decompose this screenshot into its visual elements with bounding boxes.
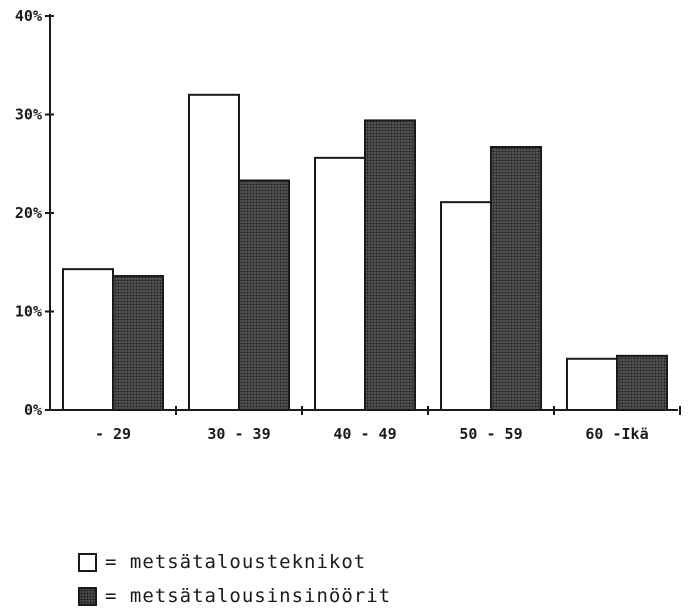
legend-swatch-white	[78, 552, 97, 572]
bar-teknikot	[314, 156, 366, 411]
legend-label-insinoorit: = metsätalousinsinöörit	[105, 585, 392, 607]
bar-teknikot	[440, 201, 492, 411]
x-tick-label: 30 - 39	[207, 425, 270, 443]
legend-label-teknikot: = metsätalousteknikot	[105, 551, 367, 573]
bar-teknikot	[62, 268, 114, 411]
x-tick-label: 50 - 59	[459, 425, 522, 443]
y-tick-label: 30%	[15, 106, 42, 124]
y-tick-label: 10%	[15, 303, 42, 321]
x-tick-label: 40 - 49	[333, 425, 396, 443]
bar-teknikot	[566, 357, 618, 411]
y-tick-label: 40%	[15, 7, 42, 25]
y-tick-label: 20%	[15, 204, 42, 222]
bar-insinoorit	[238, 179, 290, 411]
legend-item-teknikot: = metsätalousteknikot	[78, 548, 391, 576]
legend: = metsätalousteknikot = metsätalousinsin…	[78, 548, 391, 616]
y-tick-label: 0%	[24, 401, 42, 419]
bar-insinoorit	[112, 275, 164, 412]
legend-item-insinoorit: = metsätalousinsinöörit	[78, 582, 391, 610]
bar-insinoorit	[364, 119, 416, 411]
bar-insinoorit	[490, 146, 542, 411]
x-axis-ticks: - 29 30 - 39 40 - 49 50 - 59 60 -Ikä	[95, 406, 681, 443]
legend-swatch-dark	[78, 586, 97, 606]
x-tick-label: 60 -Ikä	[585, 425, 648, 443]
bar-insinoorit	[616, 354, 668, 412]
x-tick-label: - 29	[95, 425, 131, 443]
bar-teknikot	[188, 93, 240, 412]
y-axis-ticks: 0% 10% 20% 30% 40%	[15, 7, 54, 419]
bars	[62, 93, 668, 412]
bar-chart: 0% 10% 20% 30% 40% - 29 30 - 39 40 - 49 50 - 59…	[15, 7, 681, 443]
